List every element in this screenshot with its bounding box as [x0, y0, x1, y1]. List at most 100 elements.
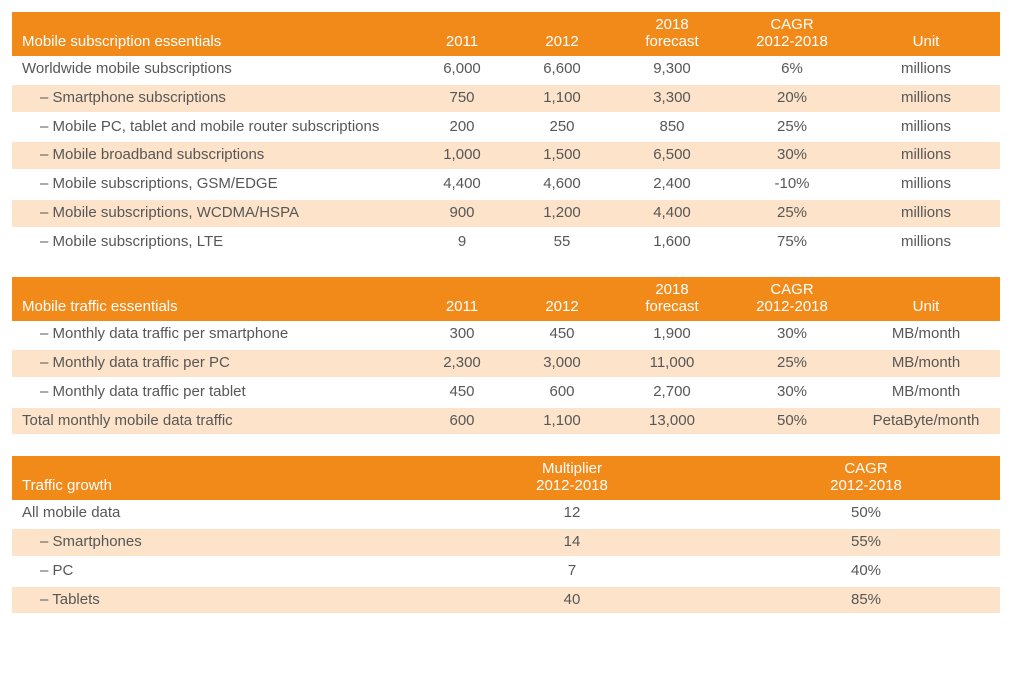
cell-c2012: 55 — [512, 229, 612, 256]
cell-c2012: 1,100 — [512, 408, 612, 435]
cell-mult: 12 — [412, 500, 732, 527]
cell-cagr: 50% — [732, 500, 1000, 527]
col-cagr-l2: 2012-2018 — [732, 477, 1000, 500]
cell-unit: millions — [852, 200, 1000, 227]
cell-c2012: 250 — [512, 114, 612, 141]
cell-c2011: 600 — [412, 408, 512, 435]
cell-unit: millions — [852, 56, 1000, 83]
cell-cagr: 25% — [732, 200, 852, 227]
cell-c2012: 600 — [512, 379, 612, 406]
table-traffic-growth: Traffic growth Multiplier CAGR 2012-2018… — [12, 456, 1000, 613]
cell-c2011: 4,400 — [412, 171, 512, 198]
table1-header: Mobile subscription essentials 2011 2012… — [12, 12, 1000, 56]
table-row: – Monthly data traffic per PC2,3003,0001… — [12, 350, 1000, 377]
cell-label: – Smartphones — [12, 529, 412, 556]
cell-c2018: 9,300 — [612, 56, 732, 83]
col-unit: Unit — [852, 12, 1000, 56]
cell-label: – Monthly data traffic per smartphone — [12, 321, 412, 348]
table-row: Total monthly mobile data traffic6001,10… — [12, 408, 1000, 435]
cell-cagr: 25% — [732, 350, 852, 377]
cell-c2018: 6,500 — [612, 142, 732, 169]
col-unit: Unit — [852, 277, 1000, 321]
cell-c2018: 850 — [612, 114, 732, 141]
table-row: – Monthly data traffic per tablet4506002… — [12, 379, 1000, 406]
cell-label: – Mobile subscriptions, LTE — [12, 229, 412, 256]
cell-c2011: 300 — [412, 321, 512, 348]
table-row: Worldwide mobile subscriptions6,0006,600… — [12, 56, 1000, 83]
cell-cagr: 30% — [732, 142, 852, 169]
cell-unit: MB/month — [852, 350, 1000, 377]
cell-cagr: 40% — [732, 558, 1000, 585]
col-mult-l1: Multiplier — [412, 456, 732, 477]
cell-cagr: -10% — [732, 171, 852, 198]
cell-c2011: 900 — [412, 200, 512, 227]
cell-unit: millions — [852, 171, 1000, 198]
cell-label: – Mobile subscriptions, GSM/EDGE — [12, 171, 412, 198]
cell-cagr: 75% — [732, 229, 852, 256]
cell-c2011: 200 — [412, 114, 512, 141]
cell-mult: 14 — [412, 529, 732, 556]
col-cagr-l1: CAGR — [732, 277, 852, 298]
cell-cagr: 85% — [732, 587, 1000, 614]
col-2018-l1: 2018 — [612, 12, 732, 33]
cell-cagr: 20% — [732, 85, 852, 112]
cell-c2012: 1,200 — [512, 200, 612, 227]
cell-c2012: 1,100 — [512, 85, 612, 112]
cell-label: Total monthly mobile data traffic — [12, 408, 412, 435]
col-2018-l1: 2018 — [612, 277, 732, 298]
cell-c2011: 2,300 — [412, 350, 512, 377]
cell-c2018: 2,700 — [612, 379, 732, 406]
cell-c2018: 3,300 — [612, 85, 732, 112]
cell-c2011: 750 — [412, 85, 512, 112]
table3-header: Traffic growth Multiplier CAGR 2012-2018… — [12, 456, 1000, 500]
table2-header: Mobile traffic essentials 2011 2012 2018… — [12, 277, 1000, 321]
cell-cagr: 25% — [732, 114, 852, 141]
table-row: All mobile data1250% — [12, 500, 1000, 527]
cell-unit: MB/month — [852, 379, 1000, 406]
cell-mult: 7 — [412, 558, 732, 585]
cell-unit: millions — [852, 114, 1000, 141]
cell-cagr: 55% — [732, 529, 1000, 556]
cell-cagr: 30% — [732, 379, 852, 406]
cell-c2011: 6,000 — [412, 56, 512, 83]
table-row: – Mobile PC, tablet and mobile router su… — [12, 114, 1000, 141]
col-2018-l2: forecast — [612, 298, 732, 321]
col-cagr-l1: CAGR — [732, 12, 852, 33]
cell-label: – Monthly data traffic per PC — [12, 350, 412, 377]
table-row: – PC740% — [12, 558, 1000, 585]
col-cagr-l2: 2012-2018 — [732, 298, 852, 321]
cell-c2018: 1,900 — [612, 321, 732, 348]
cell-c2012: 6,600 — [512, 56, 612, 83]
table-row: – Monthly data traffic per smartphone300… — [12, 321, 1000, 348]
cell-c2018: 4,400 — [612, 200, 732, 227]
cell-cagr: 30% — [732, 321, 852, 348]
table-row: – Mobile subscriptions, WCDMA/HSPA9001,2… — [12, 200, 1000, 227]
cell-c2012: 4,600 — [512, 171, 612, 198]
cell-unit: PetaByte/month — [852, 408, 1000, 435]
cell-label: – Monthly data traffic per tablet — [12, 379, 412, 406]
table-row: – Smartphone subscriptions7501,1003,3002… — [12, 85, 1000, 112]
cell-c2011: 1,000 — [412, 142, 512, 169]
cell-label: All mobile data — [12, 500, 412, 527]
col-2011: 2011 — [412, 12, 512, 56]
cell-unit: millions — [852, 142, 1000, 169]
cell-c2018: 1,600 — [612, 229, 732, 256]
col-2018-l2: forecast — [612, 33, 732, 56]
col-2012: 2012 — [512, 12, 612, 56]
cell-cagr: 6% — [732, 56, 852, 83]
col-2011: 2011 — [412, 277, 512, 321]
cell-unit: millions — [852, 85, 1000, 112]
cell-c2012: 3,000 — [512, 350, 612, 377]
cell-mult: 40 — [412, 587, 732, 614]
cell-cagr: 50% — [732, 408, 852, 435]
table3-title: Traffic growth — [12, 456, 412, 500]
col-cagr-l2: 2012-2018 — [732, 33, 852, 56]
table2-title: Mobile traffic essentials — [12, 277, 412, 321]
table-row: – Smartphones1455% — [12, 529, 1000, 556]
table-row: – Mobile subscriptions, GSM/EDGE4,4004,6… — [12, 171, 1000, 198]
table-mobile-subscription-essentials: Mobile subscription essentials 2011 2012… — [12, 12, 1000, 255]
cell-label: Worldwide mobile subscriptions — [12, 56, 412, 83]
col-cagr-l1: CAGR — [732, 456, 1000, 477]
table-row: – Mobile subscriptions, LTE9551,60075%mi… — [12, 229, 1000, 256]
cell-label: – Mobile subscriptions, WCDMA/HSPA — [12, 200, 412, 227]
